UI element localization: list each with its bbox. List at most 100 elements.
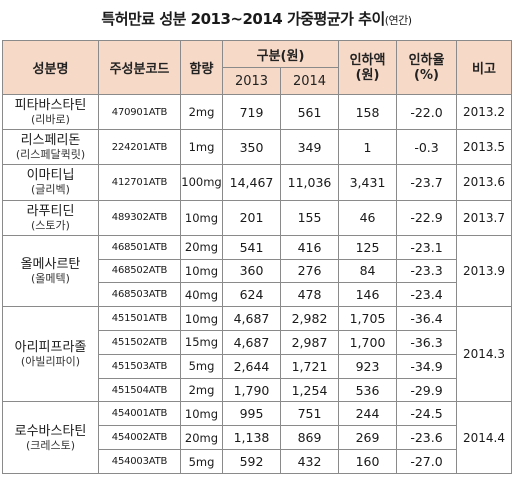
dose-cell: 2mg [180,377,223,403]
dose-cell: 10mg [180,401,223,427]
note-cell: 2013.5 [456,129,513,166]
title-text: 특허만료 성분 2013~2014 가중평균가 추이 [101,10,385,28]
price-2013-cell: 719 [222,93,281,131]
code-cell: 489302ATB [98,199,181,236]
header-drop-rate: 인하율 (%) [396,40,458,95]
price-2013-cell: 1,790 [222,377,281,403]
price-2014-cell: 432 [279,449,340,474]
drop-rate-cell: -23.3 [396,258,458,284]
dose-cell: 20mg [180,234,223,260]
code-cell: 451502ATB [98,330,181,355]
drop-rate-cell: -22.0 [396,93,458,131]
code-cell: 468503ATB [98,282,181,308]
drop-amount-cell: 923 [338,353,398,379]
header-2014: 2014 [279,67,340,95]
drop-amount-cell: 125 [338,234,398,260]
table-row: 로수바스타틴 (크레스토) 454001ATB 10mg 995 751 244 … [2,401,513,474]
price-2013-cell: 201 [222,199,281,236]
drop-amount-cell: 269 [338,425,398,451]
header-drop-amount: 인하액 (원) [338,40,398,95]
drop-amount-cell: 160 [338,449,398,474]
drop-rate-cell: -22.9 [396,199,458,236]
drop-rate-cell: -29.9 [396,377,458,403]
price-table: 성분명 주성분코드 함량 구분(원) 인하액 (원) 인하율 (%) 비고 20… [2,40,513,474]
brand-name: (리스페달퀵릿) [15,148,86,162]
brand-name: (크레스토) [25,438,76,452]
ingredient-name: 리스페리돈 [20,133,81,149]
brand-name: (올메텍) [31,271,70,285]
code-cell: 470901ATB [98,93,181,131]
brand-name: (글리벡) [31,183,70,197]
dose-cell: 5mg [180,353,223,379]
code-cell: 451503ATB [98,353,181,379]
price-2013-cell: 14,467 [222,164,281,201]
brand-name: (스토가) [31,218,70,232]
ingredient-cell: 리스페리돈 (리스페달퀵릿) [2,129,99,166]
header-price: 구분(원) [221,40,340,68]
ingredient-name: 올메사르탄 [20,256,81,272]
header-drop-amount-label: 인하액 [349,52,386,68]
price-2014-cell: 155 [279,199,340,236]
ingredient-cell: 올메사르탄 (올메텍) [2,234,99,308]
code-cell: 412701ATB [98,164,181,201]
price-2013-cell: 541 [222,234,281,260]
ingredient-name: 로수바스타틴 [14,423,87,439]
header-ingredient: 성분명 [2,40,99,95]
header-code: 주성분코드 [98,40,181,95]
brand-name: (리바로) [31,113,70,127]
header-note: 비고 [456,40,513,95]
drop-amount-cell: 146 [338,282,398,308]
header-drop-rate-unit: (%) [414,67,439,83]
table-row: 451504ATB 2mg 1,790 1,254 536 -29.9 [3,377,512,403]
ingredient-cell: 피타바스타틴 (리바로) [2,93,99,131]
drop-rate-cell: -23.7 [396,164,458,201]
code-cell: 454001ATB [98,401,181,427]
code-cell: 451504ATB [98,377,181,403]
table-row: 451503ATB 5mg 2,644 1,721 923 -34.9 [3,353,512,379]
drop-rate-cell: -27.0 [396,449,458,474]
brand-name: (아빌리파이) [20,355,81,369]
price-2013-cell: 2,644 [222,353,281,379]
price-2014-cell: 11,036 [279,164,340,201]
note-cell: 2014.4 [456,401,513,474]
header-dose: 함량 [180,40,223,95]
dose-cell: 10mg [180,258,223,284]
drop-amount-cell: 1,700 [338,330,398,355]
drop-rate-cell: -36.4 [396,306,458,331]
table-row: 468502ATB 10mg 360 276 84 -23.3 [3,258,512,284]
drop-rate-cell: -36.3 [396,330,458,355]
dose-cell: 2mg [180,93,223,131]
ingredient-name: 아리피프라졸 [14,340,87,356]
ingredient-cell: 라푸티딘 (스토가) [2,199,99,236]
price-2014-cell: 869 [279,425,340,451]
note-cell: 2013.2 [456,93,513,131]
dose-cell: 20mg [180,425,223,451]
drop-amount-cell: 244 [338,401,398,427]
header-2013: 2013 [222,67,281,95]
dose-cell: 100mg [180,164,223,201]
note-cell: 2013.6 [456,164,513,201]
ingredient-cell: 로수바스타틴 (크레스토) [2,401,99,474]
price-2013-cell: 360 [222,258,281,284]
code-cell: 468502ATB [98,258,181,284]
code-cell: 224201ATB [98,129,181,166]
price-2014-cell: 1,254 [279,377,340,403]
dose-cell: 1mg [180,129,223,166]
price-2014-cell: 2,987 [279,330,340,355]
note-cell: 2013.9 [456,234,513,308]
header-drop-rate-label: 인하율 [408,52,445,68]
drop-amount-cell: 3,431 [338,164,398,201]
price-2014-cell: 416 [279,234,340,260]
drop-rate-cell: -23.4 [396,282,458,308]
page-title: 특허만료 성분 2013~2014 가중평균가 추이(연간) [0,8,513,29]
drop-rate-cell: -23.6 [396,425,458,451]
code-cell: 468501ATB [98,234,181,260]
dose-cell: 15mg [180,330,223,355]
price-2014-cell: 1,721 [279,353,340,379]
dose-cell: 10mg [180,199,223,236]
table-row: 454003ATB 5mg 592 432 160 -27.0 [3,449,512,474]
table-row: 라푸티딘 (스토가) 489302ATB 10mg 201 155 46 -22.… [2,199,513,236]
table-row: 올메사르탄 (올메텍) 468501ATB 20mg 541 416 125 -2… [2,234,513,308]
drop-amount-cell: 1,705 [338,306,398,331]
price-2013-cell: 4,687 [222,330,281,355]
